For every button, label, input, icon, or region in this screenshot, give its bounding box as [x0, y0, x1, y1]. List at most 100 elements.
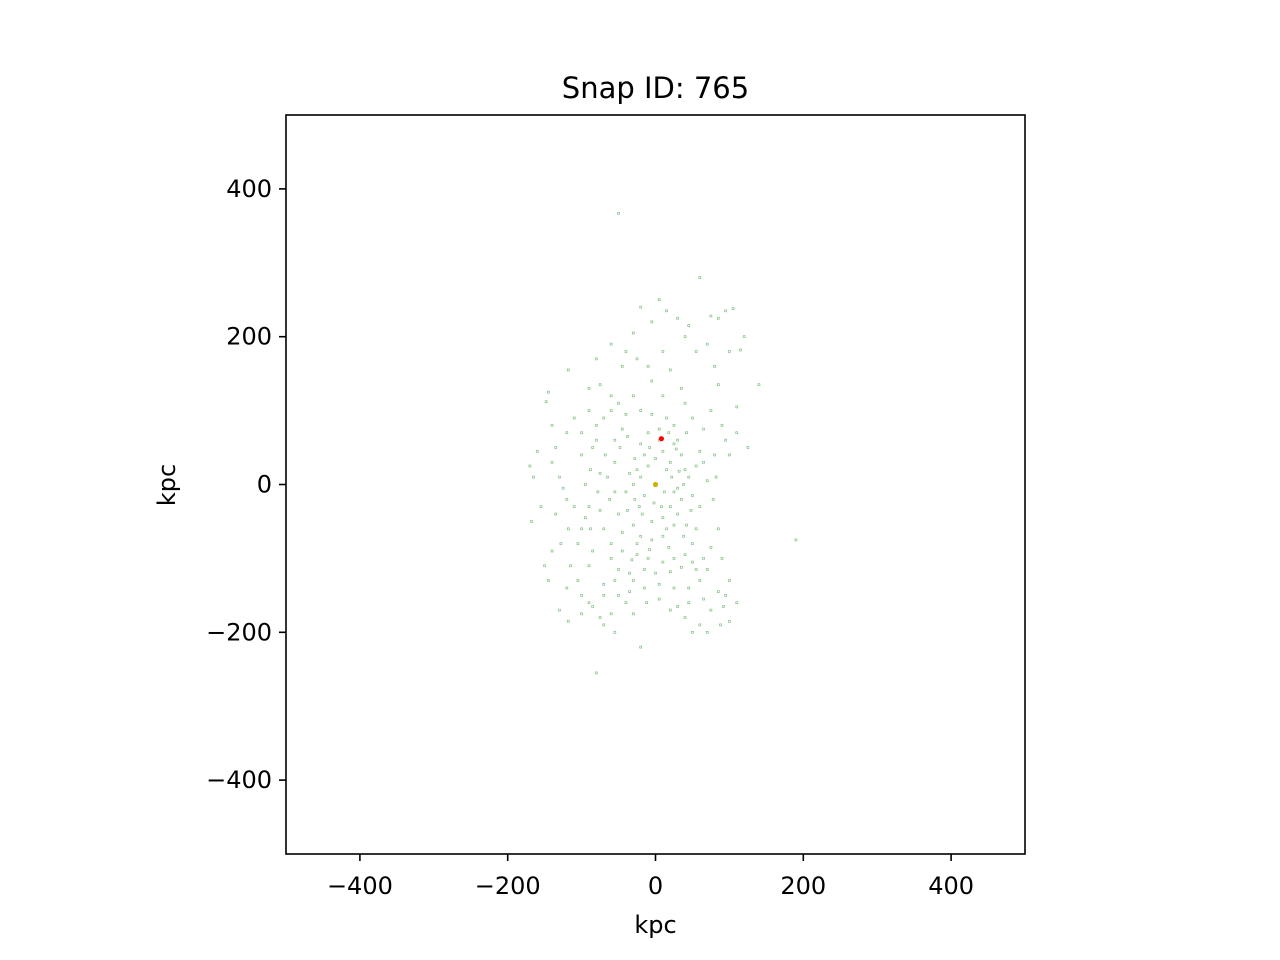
scatter-point [694, 527, 698, 531]
scatter-point [528, 464, 532, 468]
x-tick-label: −400 [327, 872, 393, 900]
scatter-point [572, 416, 576, 420]
scatter-point [682, 483, 685, 486]
scatter-point [646, 364, 650, 368]
red-marker-point [658, 436, 665, 442]
scatter-point [646, 431, 650, 435]
scatter-point [609, 409, 613, 412]
scatter-point [626, 509, 629, 512]
scatter-point [680, 565, 683, 569]
scatter-point [687, 601, 691, 605]
scatter-point [558, 475, 561, 479]
scatter-point [580, 594, 583, 597]
scatter-point [717, 590, 720, 593]
scatter-point [691, 560, 694, 564]
scatter-point [543, 564, 546, 568]
scatter-point [558, 608, 561, 612]
scatter-point [711, 497, 715, 501]
scatter-point [702, 597, 705, 601]
scatter-point [576, 579, 580, 582]
scatter-point [587, 387, 591, 390]
scatter-point [566, 368, 570, 372]
scatter-point [674, 447, 678, 451]
scatter-point [595, 357, 598, 361]
scatter-point [746, 446, 750, 449]
scatter-point [602, 416, 606, 420]
scatter-point [652, 501, 656, 505]
scatter-point [565, 586, 569, 590]
scatter-point [635, 553, 639, 557]
scatter-point [617, 512, 620, 516]
scatter-point [550, 461, 554, 464]
scatter-point [713, 453, 716, 457]
scatter-point [603, 453, 607, 457]
scatter-point [667, 546, 671, 549]
scatter-point [702, 557, 705, 560]
scatter-point [717, 316, 720, 320]
scatter-point [654, 457, 657, 460]
scatter-point [598, 383, 602, 387]
scatter-point [672, 586, 676, 590]
scatter-point [680, 497, 683, 501]
scatter-point [609, 342, 613, 346]
scatter-point [794, 538, 798, 542]
scatter-point [624, 601, 628, 605]
scatter-point [589, 527, 592, 531]
scatter-point [724, 438, 728, 442]
scatter-point [657, 597, 661, 601]
scatter-point [618, 446, 622, 449]
scatter-point [757, 383, 761, 387]
scatter-point [620, 531, 624, 534]
scatter-point [735, 601, 739, 605]
scatter-point [550, 424, 554, 427]
scatter-point [613, 490, 617, 494]
scatter-point [680, 453, 683, 457]
scatter-point [682, 534, 685, 538]
scatter-point [676, 438, 679, 442]
scatter-point [630, 558, 634, 562]
scatter-point [722, 605, 725, 608]
scatter-point [591, 605, 594, 608]
scatter-point [677, 469, 681, 473]
scatter-point [569, 564, 572, 568]
scatter-point [739, 348, 742, 352]
scatter-point [635, 468, 639, 472]
scatter-point [639, 534, 643, 538]
scatter-point [637, 505, 641, 508]
scatter-point [691, 416, 694, 420]
scatter-point [530, 520, 533, 523]
scatter-point [628, 571, 631, 575]
x-tick-label: 200 [780, 872, 826, 900]
scatter-point [583, 516, 587, 520]
scatter-point [676, 512, 679, 516]
scatter-point [648, 446, 651, 449]
scatter-point [598, 616, 602, 619]
scatter-point [613, 579, 617, 582]
scatter-point [705, 630, 709, 634]
scatter-point [676, 486, 679, 490]
scatter-point [724, 309, 728, 313]
scatter-point [639, 305, 643, 309]
scatter-point [672, 490, 676, 494]
scatter-point [705, 342, 709, 346]
scatter-point [676, 316, 679, 320]
y-axis-label: kpc [153, 464, 181, 506]
scatter-point [705, 568, 709, 571]
scatter-point [566, 527, 570, 531]
scatter-point [683, 468, 687, 472]
scatter-point [719, 623, 722, 627]
scatter-point [665, 527, 668, 531]
scatter-point [609, 612, 613, 616]
scatter-point [689, 509, 693, 512]
scatter-point [565, 431, 569, 435]
scatter-point [565, 497, 569, 501]
scatter-point [609, 542, 613, 545]
scatter-point [544, 400, 548, 404]
scatter-point [668, 505, 672, 508]
scatter-point [561, 486, 565, 490]
scatter-point [691, 494, 694, 497]
scatter-point [602, 527, 606, 531]
scatter-point [683, 616, 687, 619]
scatter-point [720, 424, 724, 427]
